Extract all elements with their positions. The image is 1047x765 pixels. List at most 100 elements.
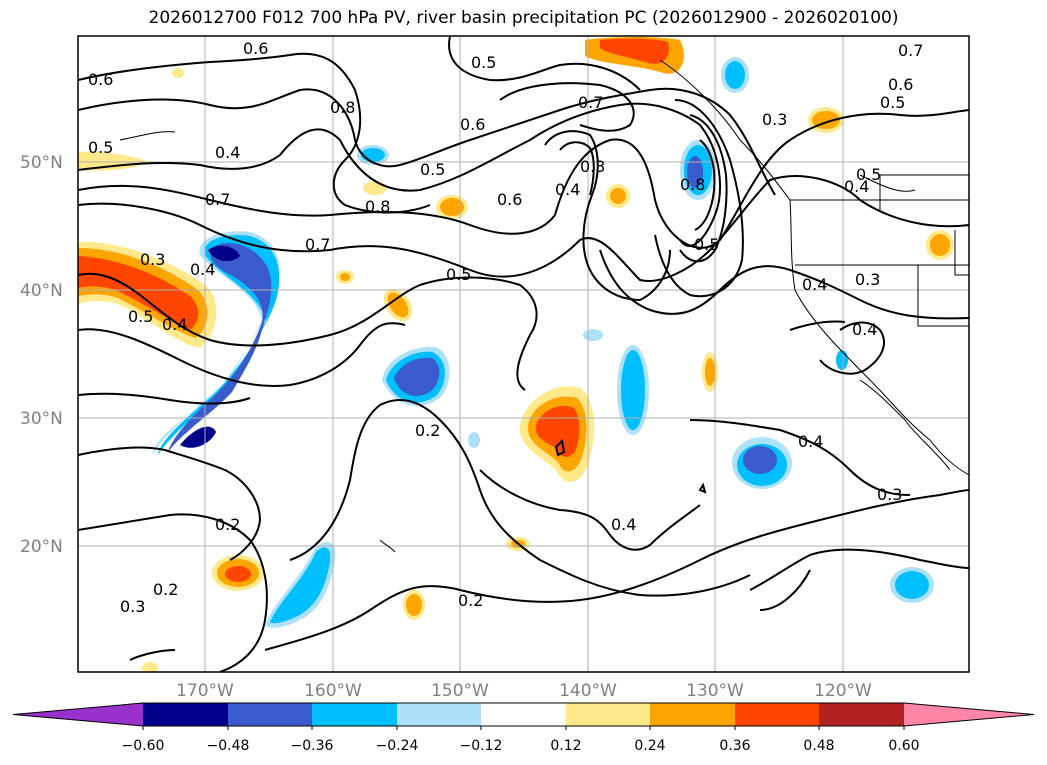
positive-anomaly-region (340, 273, 350, 281)
coastlines (119, 59, 969, 553)
lon-label: 130°W (686, 681, 744, 701)
positive-anomaly-region (387, 292, 409, 318)
colorbar-segment (143, 703, 228, 726)
contour-labels: 0.6 0.5 0.7 0.6 0.5 0.8 0.4 0.5 0.6 0.4 … (88, 39, 923, 616)
contour-label: 0.5 (88, 138, 113, 157)
contour-label: 0.6 (243, 39, 268, 58)
contour-label: 0.4 (162, 315, 187, 334)
contour-label: 0.7 (205, 190, 230, 209)
contour-label: 0.3 (120, 597, 145, 616)
positive-anomaly-region (172, 68, 184, 78)
contour-label: 0.5 (880, 93, 905, 112)
contour-label: 0.3 (762, 110, 787, 129)
positive-anomaly-region (142, 662, 158, 672)
contour-label: 0.2 (415, 421, 440, 440)
positive-anomaly-region (363, 181, 387, 195)
negative-anomaly-region (725, 61, 745, 89)
contour-label: 0.8 (330, 98, 355, 117)
pv-contours (78, 36, 969, 672)
colorbar-tick-label: −0.36 (291, 738, 334, 754)
contour-label: 0.3 (580, 157, 605, 176)
colorbar-segment (397, 703, 481, 726)
colorbar-segment (566, 703, 650, 726)
contour-label: 0.7 (898, 41, 923, 60)
positive-anomaly-region (78, 151, 150, 171)
contour-label: 0.6 (888, 75, 913, 94)
positive-anomaly-region (610, 188, 626, 204)
positive-anomaly-region (225, 566, 251, 582)
latitude-labels: 50°N 40°N 30°N 20°N (20, 153, 63, 557)
colorbar-segment (228, 703, 312, 726)
positive-anomaly-region (535, 406, 580, 457)
contour-label: 0.4 (852, 320, 877, 339)
negative-anomaly-region (180, 426, 216, 448)
lon-label: 150°W (431, 681, 489, 701)
negative-anomaly-region (394, 357, 440, 396)
lon-label: 170°W (176, 681, 234, 701)
positive-anomaly-region (930, 234, 950, 256)
contour-label: 0.4 (844, 177, 869, 196)
colorbar-tick-label: 0.36 (719, 738, 750, 754)
map-frame (77, 35, 970, 673)
positive-anomaly-region (440, 198, 464, 216)
contour-label: 0.5 (128, 307, 153, 326)
graticule (78, 36, 969, 672)
contour-label: 0.4 (798, 432, 823, 451)
colorbar-tick-label: −0.48 (207, 738, 250, 754)
negative-anomaly-region (836, 350, 848, 370)
colorbar-segment (481, 703, 566, 726)
positive-anomaly-region (705, 358, 715, 386)
contour-label: 0.4 (802, 275, 827, 294)
contour-label: 0.4 (190, 260, 215, 279)
contour-label: 0.2 (153, 580, 178, 599)
contour-label: 0.2 (215, 515, 240, 534)
negative-anomaly-region (895, 571, 929, 599)
negative-anomaly-region (621, 350, 645, 430)
colorbar-tick-label: −0.60 (122, 738, 165, 754)
lat-label: 50°N (20, 153, 63, 173)
contour-label: 0.5 (856, 165, 881, 184)
negative-anomaly-region (743, 446, 777, 474)
precip-shading (78, 37, 954, 672)
contour-label: 0.7 (305, 235, 330, 254)
colorbar-tick-label: 0.24 (634, 738, 665, 754)
lat-label: 20°N (20, 537, 63, 557)
contour-label: 0.6 (460, 115, 485, 134)
contour-label: 0.4 (555, 180, 580, 199)
contour-label: 0.5 (694, 235, 719, 254)
lon-label: 160°W (304, 681, 362, 701)
map-title: 2026012700 F012 700 hPa PV, river basin … (148, 8, 899, 28)
contour-label: 0.7 (578, 93, 603, 112)
negative-anomaly-region (361, 148, 385, 162)
lat-label: 30°N (20, 409, 63, 429)
contour-label: 0.3 (877, 485, 902, 504)
colorbar-tick-labels: −0.60 −0.48 −0.36 −0.24 −0.12 0.12 0.24 … (122, 738, 920, 754)
contour-label: 0.3 (140, 250, 165, 269)
map-area (78, 36, 969, 672)
colorbar-tick-label: −0.24 (376, 738, 419, 754)
lon-label: 120°W (814, 681, 872, 701)
negative-anomaly-region (168, 243, 272, 452)
contour-label: 0.2 (458, 591, 483, 610)
colorbar-tick-label: 0.48 (803, 738, 834, 754)
colorbar-segment (312, 703, 397, 726)
lon-label: 140°W (559, 681, 617, 701)
contour-label: 0.8 (680, 175, 705, 194)
contour-label: 0.3 (855, 270, 880, 289)
colorbar-tick-label: 0.12 (550, 738, 581, 754)
colorbar-segment (735, 703, 819, 726)
colorbar-segment (13, 703, 143, 726)
negative-anomaly-region (468, 432, 480, 448)
colorbar-segment (819, 703, 904, 726)
negative-anomaly-region (583, 329, 603, 341)
contour-label: 0.8 (365, 197, 390, 216)
lat-label: 40°N (20, 281, 63, 301)
contour-label: 0.4 (611, 515, 636, 534)
contour-label: 0.4 (215, 143, 240, 162)
positive-anomaly-region (600, 38, 669, 64)
negative-anomaly-region (687, 156, 703, 188)
contour-label: 0.5 (471, 53, 496, 72)
positive-anomaly-region (406, 594, 422, 616)
contour-label: 0.6 (497, 190, 522, 209)
